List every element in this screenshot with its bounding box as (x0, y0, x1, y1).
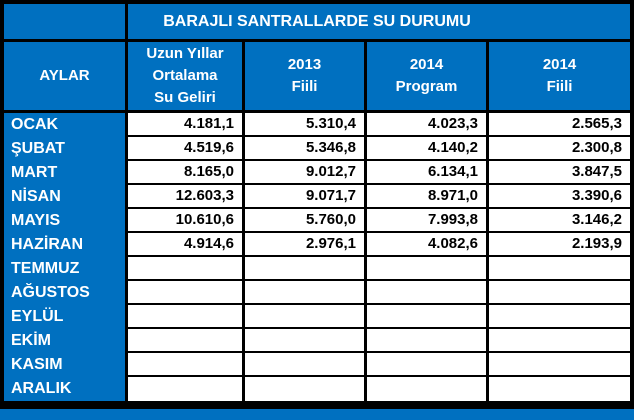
month-label: MART (4, 161, 125, 185)
value-cell (364, 353, 486, 377)
value-cell (242, 329, 364, 353)
value-cell (242, 305, 364, 329)
value-cell: 8.971,0 (364, 185, 486, 209)
month-label: NİSAN (4, 185, 125, 209)
table-row-ekim: EKİM (4, 329, 630, 353)
value-cell: 9.071,7 (242, 185, 364, 209)
bottom-blue-strip (0, 409, 634, 420)
value-cell: 4.023,3 (364, 113, 486, 137)
value-cell: 4.914,6 (125, 233, 242, 257)
value-cell: 2.193,9 (486, 233, 630, 257)
title-corner-cell (4, 4, 128, 39)
value-cell (486, 329, 630, 353)
value-cell: 5.760,0 (242, 209, 364, 233)
month-label: AĞUSTOS (4, 281, 125, 305)
table-row-ocak: OCAK 4.181,1 5.310,4 4.023,3 2.565,3 (4, 113, 630, 137)
value-cell (364, 305, 486, 329)
value-cell (364, 377, 486, 401)
month-label: HAZİRAN (4, 233, 125, 257)
table-row-agustos: AĞUSTOS (4, 281, 630, 305)
table-row-subat: ŞUBAT 4.519,6 5.346,8 4.140,2 2.300,8 (4, 137, 630, 161)
value-cell: 2.300,8 (486, 137, 630, 161)
value-cell: 3.390,6 (486, 185, 630, 209)
value-cell: 4.082,6 (364, 233, 486, 257)
value-cell: 9.012,7 (242, 161, 364, 185)
table-row-kasim: KASIM (4, 353, 630, 377)
table-row-eylul: EYLÜL (4, 305, 630, 329)
value-cell (242, 353, 364, 377)
title-row: BARAJLI SANTRALLARDE SU DURUMU (4, 4, 630, 42)
value-cell: 3.847,5 (486, 161, 630, 185)
table-row-mayis: MAYIS 10.610,6 5.760,0 7.993,8 3.146,2 (4, 209, 630, 233)
value-cell: 10.610,6 (125, 209, 242, 233)
value-cell (364, 281, 486, 305)
table-row-temmuz: TEMMUZ (4, 257, 630, 281)
value-cell (242, 281, 364, 305)
table-bottom-border (0, 401, 634, 409)
value-cell: 4.140,2 (364, 137, 486, 161)
value-cell: 2.565,3 (486, 113, 630, 137)
month-label: MAYIS (4, 209, 125, 233)
value-cell: 5.310,4 (242, 113, 364, 137)
value-cell: 8.165,0 (125, 161, 242, 185)
month-label: TEMMUZ (4, 257, 125, 281)
month-label: EYLÜL (4, 305, 125, 329)
value-cell (486, 305, 630, 329)
table-row-aralik: ARALIK (4, 377, 630, 401)
value-cell (486, 281, 630, 305)
column-header-long-years-average: Uzun Yıllar Ortalama Su Geliri (125, 42, 242, 110)
value-cell (125, 257, 242, 281)
column-header-2014-program: 2014 Program (364, 42, 486, 110)
value-cell (364, 257, 486, 281)
value-cell: 4.519,6 (125, 137, 242, 161)
value-cell (364, 329, 486, 353)
month-label: ARALIK (4, 377, 125, 401)
table-row-haziran: HAZİRAN 4.914,6 2.976,1 4.082,6 2.193,9 (4, 233, 630, 257)
value-cell (125, 281, 242, 305)
header-row: AYLAR Uzun Yıllar Ortalama Su Geliri 201… (4, 42, 630, 113)
value-cell: 5.346,8 (242, 137, 364, 161)
column-header-2013-actual: 2013 Fiili (242, 42, 364, 110)
value-cell (242, 257, 364, 281)
table-row-nisan: NİSAN 12.603,3 9.071,7 8.971,0 3.390,6 (4, 185, 630, 209)
value-cell: 12.603,3 (125, 185, 242, 209)
table-row-mart: MART 8.165,0 9.012,7 6.134,1 3.847,5 (4, 161, 630, 185)
value-cell (125, 353, 242, 377)
value-cell (486, 353, 630, 377)
value-cell (125, 305, 242, 329)
month-label: KASIM (4, 353, 125, 377)
month-label: ŞUBAT (4, 137, 125, 161)
value-cell (125, 329, 242, 353)
value-cell: 3.146,2 (486, 209, 630, 233)
month-label: EKİM (4, 329, 125, 353)
value-cell (486, 377, 630, 401)
value-cell: 2.976,1 (242, 233, 364, 257)
value-cell (125, 377, 242, 401)
value-cell: 7.993,8 (364, 209, 486, 233)
water-status-table: BARAJLI SANTRALLARDE SU DURUMU AYLAR Uzu… (0, 0, 634, 401)
value-cell (486, 257, 630, 281)
value-cell: 6.134,1 (364, 161, 486, 185)
value-cell (242, 377, 364, 401)
column-header-months: AYLAR (4, 42, 125, 110)
month-label: OCAK (4, 113, 125, 137)
value-cell: 4.181,1 (125, 113, 242, 137)
column-header-2014-actual: 2014 Fiili (486, 42, 630, 110)
